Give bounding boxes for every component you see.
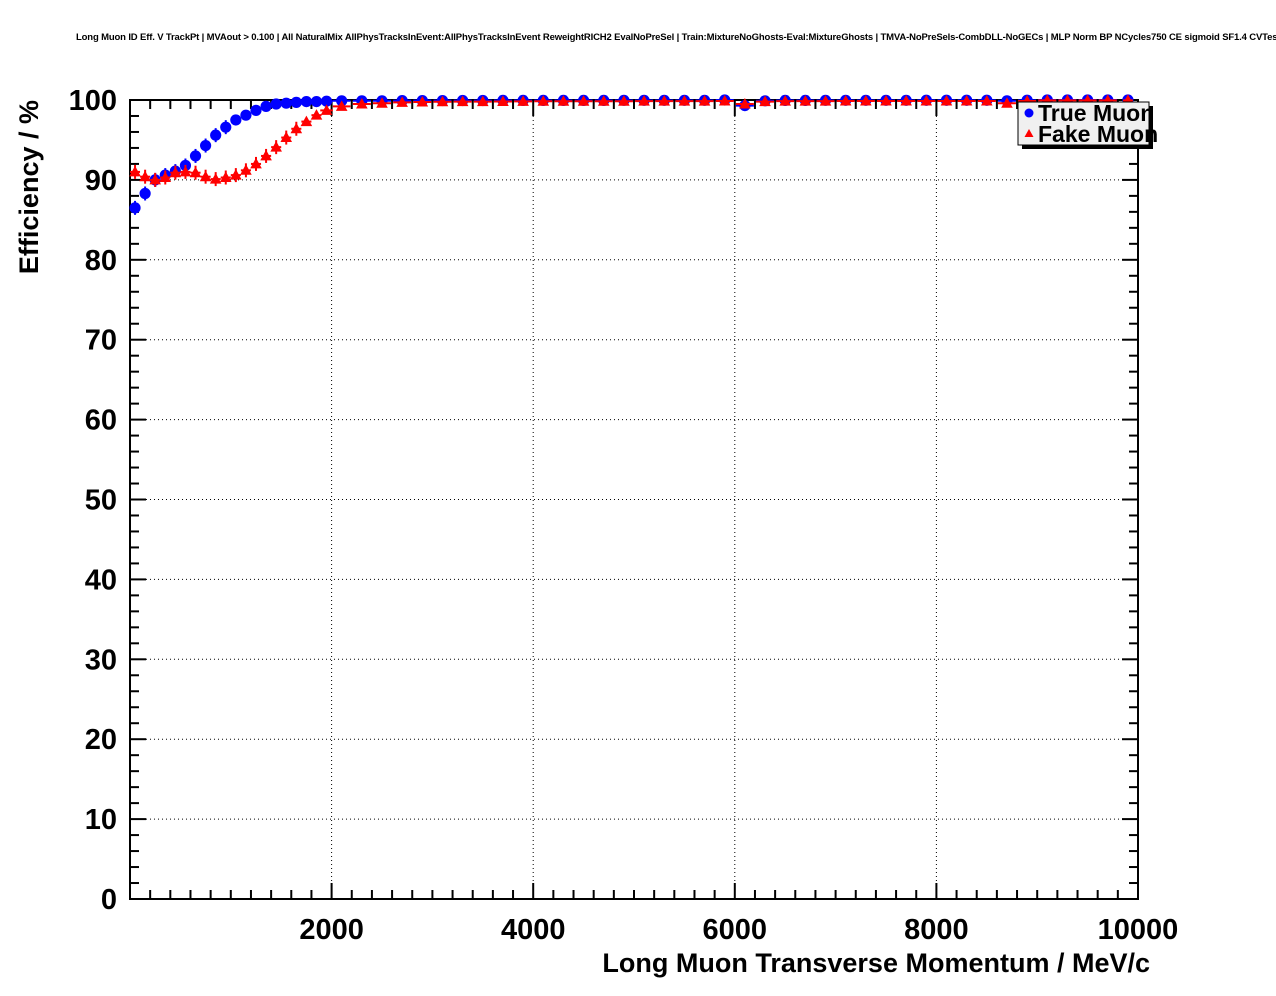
series-true-muon	[129, 94, 1134, 215]
legend-marker-fake-muon-icon	[1024, 129, 1034, 137]
y-axis-title: Efficiency / %	[14, 100, 44, 274]
y-tick-label: 30	[85, 644, 117, 676]
y-tick-label: 90	[85, 165, 117, 197]
data-series-layer	[129, 94, 1134, 215]
x-tick-label: 8000	[904, 914, 969, 946]
y-tick-label: 0	[101, 884, 117, 916]
x-tick-label: 4000	[501, 914, 566, 946]
x-axis-title: Long Muon Transverse Momentum / MeV/c	[602, 948, 1150, 978]
legend-label-fake-muon: Fake Muon	[1038, 121, 1158, 147]
legend-box	[1017, 101, 1150, 146]
y-tick-label: 40	[85, 564, 117, 596]
legend-marker-true-muon-icon	[1024, 108, 1034, 118]
x-tick-label: 2000	[299, 914, 364, 946]
x-tick-label: 10000	[1098, 914, 1179, 946]
x-tick-labels: 2000 4000 6000 8000 10000	[299, 914, 1178, 946]
y-tick-label: 10	[85, 804, 117, 836]
series-fake-muon	[129, 94, 1134, 187]
gridlines	[130, 100, 1138, 899]
y-tick-label: 100	[69, 85, 117, 117]
legend[interactable]: True Muon Fake Muon	[1017, 100, 1158, 149]
y-tick-label: 50	[85, 485, 117, 517]
x-tick-label: 6000	[703, 914, 768, 946]
y-tick-labels: 0 10 20 30 40 50 60 70 80 90 100	[69, 85, 117, 916]
y-tick-label: 20	[85, 724, 117, 756]
y-tick-label: 70	[85, 325, 117, 357]
y-tick-label: 80	[85, 245, 117, 277]
legend-label-true-muon: True Muon	[1038, 100, 1154, 126]
plot-title: Long Muon ID Eff. V TrackPt | MVAout > 0…	[76, 32, 1276, 43]
axis-ticks	[129, 99, 1139, 900]
y-tick-label: 60	[85, 405, 117, 437]
